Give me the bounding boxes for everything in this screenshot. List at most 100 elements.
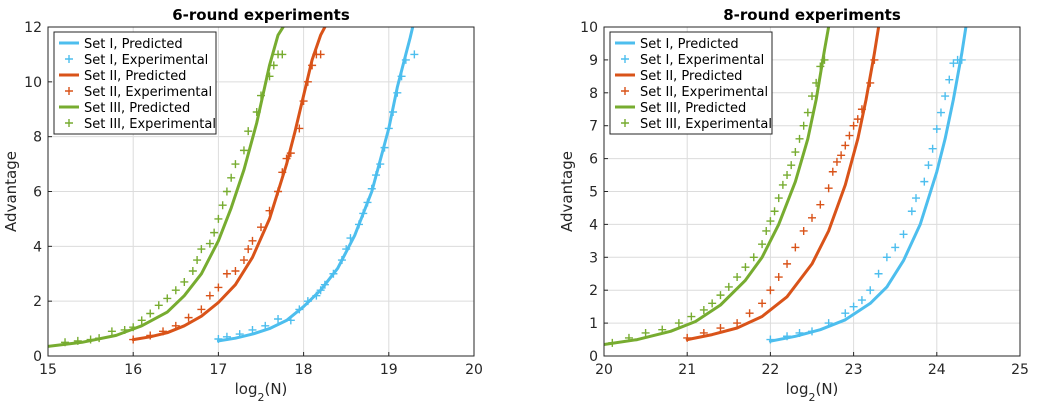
data-point-set-iii-experimental	[799, 121, 808, 130]
data-point-set-iii-experimental	[674, 319, 683, 328]
data-point-set-ii-experimental	[214, 283, 223, 292]
data-point-set-iii-experimental	[624, 333, 633, 342]
data-point-set-i-experimental	[384, 124, 393, 133]
legend-swatch-set-ii-experimental	[621, 87, 629, 95]
legend-label-set-i-experimental: Set I, Experimental	[640, 53, 764, 68]
data-point-set-i-experimental	[316, 286, 325, 295]
data-point-set-ii-experimental	[733, 319, 742, 328]
data-point-set-ii-experimental	[295, 124, 304, 133]
data-point-set-i-experimental	[932, 124, 941, 133]
data-point-set-iii-experimental	[239, 146, 248, 155]
data-point-set-i-experimental	[874, 269, 883, 278]
data-point-set-iii-experimental	[222, 187, 231, 196]
data-point-set-iii-experimental	[783, 171, 792, 180]
y-tick-label: 8	[589, 86, 598, 102]
data-point-set-iii-experimental	[95, 334, 104, 343]
x-tick-label: 25	[1011, 362, 1029, 378]
data-point-set-i-experimental	[857, 296, 866, 305]
data-point-set-ii-experimental	[808, 213, 816, 222]
data-point-set-ii-experimental	[308, 61, 317, 70]
panel-6-round: 15 16 17 18 19 20 0 2 4 6 8 10 12 6-round experiment…	[2, 6, 483, 404]
x-axis-label-6-round: log2(N)	[235, 380, 288, 404]
legend-label-set-iii-predicted: Set III, Predicted	[84, 101, 190, 116]
data-point-set-ii-experimental	[222, 269, 231, 278]
data-point-set-ii-experimental	[716, 324, 725, 333]
data-point-set-iii-experimental	[641, 328, 650, 337]
data-point-set-iii-experimental	[778, 180, 787, 189]
data-point-set-iii-experimental	[608, 338, 617, 347]
data-point-set-iii-experimental	[770, 207, 779, 216]
legend-label-set-i-predicted: Set I, Predicted	[640, 37, 739, 52]
data-point-set-i-experimental	[329, 269, 338, 278]
data-point-set-ii-experimental	[849, 121, 858, 130]
data-point-set-i-experimental	[380, 143, 389, 152]
data-point-set-i-experimental	[899, 230, 908, 239]
legend-box	[53, 31, 217, 135]
data-point-set-i-experimental	[891, 243, 900, 252]
data-point-set-i-experimental	[367, 184, 376, 193]
y-tick-label: 6	[589, 152, 598, 168]
x-axis-label-8-round: log2(N)	[786, 380, 839, 404]
data-point-set-i-experimental	[303, 297, 312, 306]
data-point-set-ii-experimental	[745, 309, 754, 318]
y-axis-label-8-round: Advantage	[558, 151, 576, 232]
data-point-set-ii-experimental	[244, 245, 253, 254]
data-point-set-ii-experimental	[857, 105, 866, 114]
data-point-set-ii-experimental	[774, 273, 783, 282]
x-tick-label: 16	[124, 362, 142, 378]
data-point-set-ii-experimental	[205, 291, 214, 300]
data-point-set-iii-experimental	[205, 239, 214, 248]
data-point-set-ii-experimental	[783, 259, 792, 268]
data-point-set-iii-experimental	[812, 78, 821, 87]
data-point-set-iii-experimental	[73, 336, 82, 345]
data-point-set-iii-experimental	[188, 267, 197, 276]
data-point-set-iii-experimental	[816, 62, 825, 71]
y-tick-label: 12	[24, 20, 42, 36]
data-point-set-i-experimental	[337, 256, 346, 265]
data-point-set-ii-experimental	[257, 223, 265, 232]
data-point-set-i-experimental	[274, 314, 283, 323]
data-point-set-iii-experimental	[791, 148, 800, 157]
data-point-set-i-experimental	[342, 245, 351, 254]
y-tick-label: 2	[33, 294, 42, 310]
data-point-set-iii-experimental	[265, 72, 274, 81]
data-point-set-iii-experimental	[107, 327, 116, 336]
data-point-set-i-experimental	[928, 144, 937, 153]
data-point-set-iii-experimental	[163, 294, 172, 303]
data-point-set-ii-experimental	[278, 168, 287, 177]
data-point-set-i-experimental	[312, 291, 321, 300]
data-point-set-i-experimental	[945, 75, 954, 84]
data-point-set-i-experimental	[949, 59, 958, 68]
x-tick-label: 15	[39, 362, 57, 378]
y-tick-label: 9	[589, 53, 598, 69]
data-point-set-i-experimental	[808, 327, 816, 336]
data-point-set-i-experimental	[222, 332, 231, 341]
legend-swatch-set-iii-experimental	[621, 119, 629, 127]
legend-box	[609, 31, 773, 135]
data-point-set-iii-experimental	[231, 160, 240, 169]
legend-label-set-i-experimental: Set I, Experimental	[84, 53, 208, 68]
data-point-set-ii-experimental	[171, 321, 180, 330]
data-point-set-iii-experimental	[741, 263, 750, 272]
data-point-set-i-experimental	[824, 319, 833, 328]
data-point-set-iii-experimental	[244, 127, 253, 136]
data-point-set-iii-experimental	[86, 335, 95, 344]
data-point-set-i-experimental	[907, 207, 916, 216]
series-group-6-round	[48, 27, 419, 348]
data-point-set-i-experimental	[389, 107, 398, 116]
legend-label-set-ii-predicted: Set II, Predicted	[84, 69, 186, 84]
data-point-set-iii-experimental	[137, 316, 146, 325]
legend-label-set-i-predicted: Set I, Predicted	[84, 37, 183, 52]
data-point-set-iii-experimental	[61, 338, 70, 347]
y-tick-label: 5	[589, 185, 598, 201]
data-point-set-i-experimental	[346, 234, 355, 243]
data-point-set-iii-experimental	[193, 256, 202, 265]
x-tick-label: 18	[295, 362, 313, 378]
data-point-set-ii-experimental	[845, 131, 854, 140]
data-point-set-iii-experimental	[154, 301, 163, 310]
data-point-set-i-experimental	[235, 330, 244, 339]
data-point-set-ii-experimental	[286, 149, 295, 158]
